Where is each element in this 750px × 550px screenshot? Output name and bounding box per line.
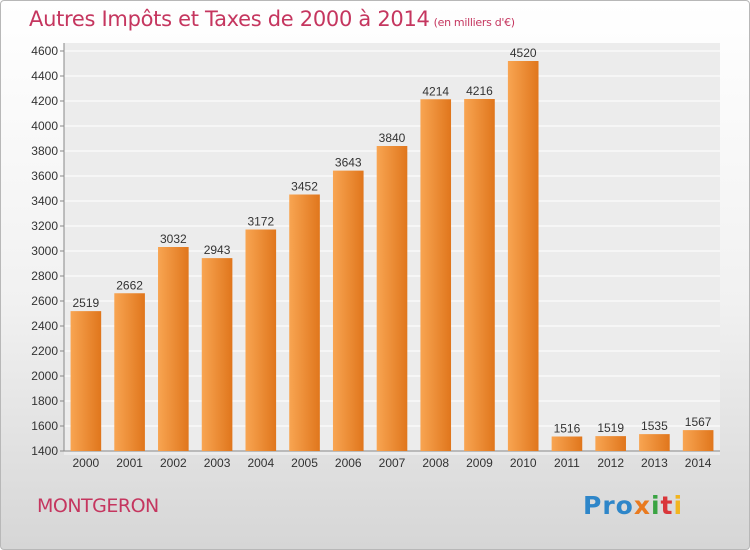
y-tick-label: 2800 [31,269,58,283]
data-label: 2662 [116,278,143,292]
y-tick-label: 2600 [31,294,58,308]
data-label: 3032 [160,232,187,246]
x-tick-label: 2010 [510,456,537,470]
bar [551,436,583,451]
logo-part: x [633,491,651,520]
x-tick-label: 2003 [204,456,231,470]
data-label: 2519 [73,296,100,310]
x-tick-label: 2007 [379,456,406,470]
logo-part: t [660,491,674,520]
y-tick-label: 2000 [31,369,58,383]
bar [639,434,670,451]
x-tick-label: 2014 [685,456,712,470]
bar [682,430,714,451]
x-tick-label: 2001 [116,456,143,470]
y-tick-label: 1400 [31,444,58,458]
data-label: 4216 [466,84,493,98]
y-tick-label: 2200 [31,344,58,358]
x-tick-label: 2009 [466,456,493,470]
y-tick-label: 3200 [31,219,58,233]
data-label: 4214 [422,84,449,98]
proxiti-logo[interactable]: Proxiti [583,491,683,520]
x-tick-label: 2005 [291,456,318,470]
bar [376,146,408,451]
x-tick-label: 2002 [160,456,187,470]
bar [420,99,452,451]
x-tick-label: 2006 [335,456,362,470]
y-tick-label: 1600 [31,419,58,433]
bar [464,99,495,451]
bar [158,247,189,451]
logo-part: i [650,491,661,520]
y-tick-label: 4600 [31,44,58,58]
data-label: 2943 [204,243,231,257]
data-label: 1519 [597,421,624,435]
data-label: 3840 [379,131,406,145]
bar [507,61,539,451]
data-label: 4520 [510,46,537,60]
y-tick-label: 4200 [31,94,58,108]
data-label: 1567 [685,415,712,429]
x-tick-label: 2013 [641,456,668,470]
title-text: Autres Impôts et Taxes de 2000 à 2014 [29,7,430,31]
x-axis-ticks: 2000 2001 2002 2003 2004 2005 2006 2007 2008 2009… [73,456,712,470]
bar [201,258,233,451]
bar [70,311,102,451]
y-tick-label: 4000 [31,119,58,133]
bar [332,170,364,451]
y-tick-label: 2400 [31,319,58,333]
bar [595,436,626,451]
y-tick-label: 3400 [31,194,58,208]
y-tick-label: 3600 [31,169,58,183]
data-label: 3452 [291,180,318,194]
title-unit: (en milliers d'€) [433,16,515,29]
logo-part: Pro [583,491,634,520]
y-tick-label: 1800 [31,394,58,408]
x-tick-label: 2012 [597,456,624,470]
y-tick-label: 3800 [31,144,58,158]
data-label: 3643 [335,156,362,170]
bar [245,229,277,451]
y-tick-label: 3000 [31,244,58,258]
bar [114,293,145,451]
city-name: MONTGERON [37,495,159,517]
x-tick-label: 2011 [554,456,580,470]
bar [289,194,320,451]
bars: 2519 2662 3032 2943 3172 3452 3643 3840 4214 4216… [70,46,714,451]
x-tick-label: 2004 [247,456,274,470]
x-tick-label: 2000 [73,456,100,470]
x-tick-label: 2008 [422,456,449,470]
data-label: 1516 [554,422,581,436]
data-label: 3172 [247,215,274,229]
y-tick-label: 4400 [31,69,58,83]
chart-title: Autres Impôts et Taxes de 2000 à 2014 (en… [29,7,515,31]
data-label: 1535 [641,419,668,433]
logo-part: i [673,491,684,520]
